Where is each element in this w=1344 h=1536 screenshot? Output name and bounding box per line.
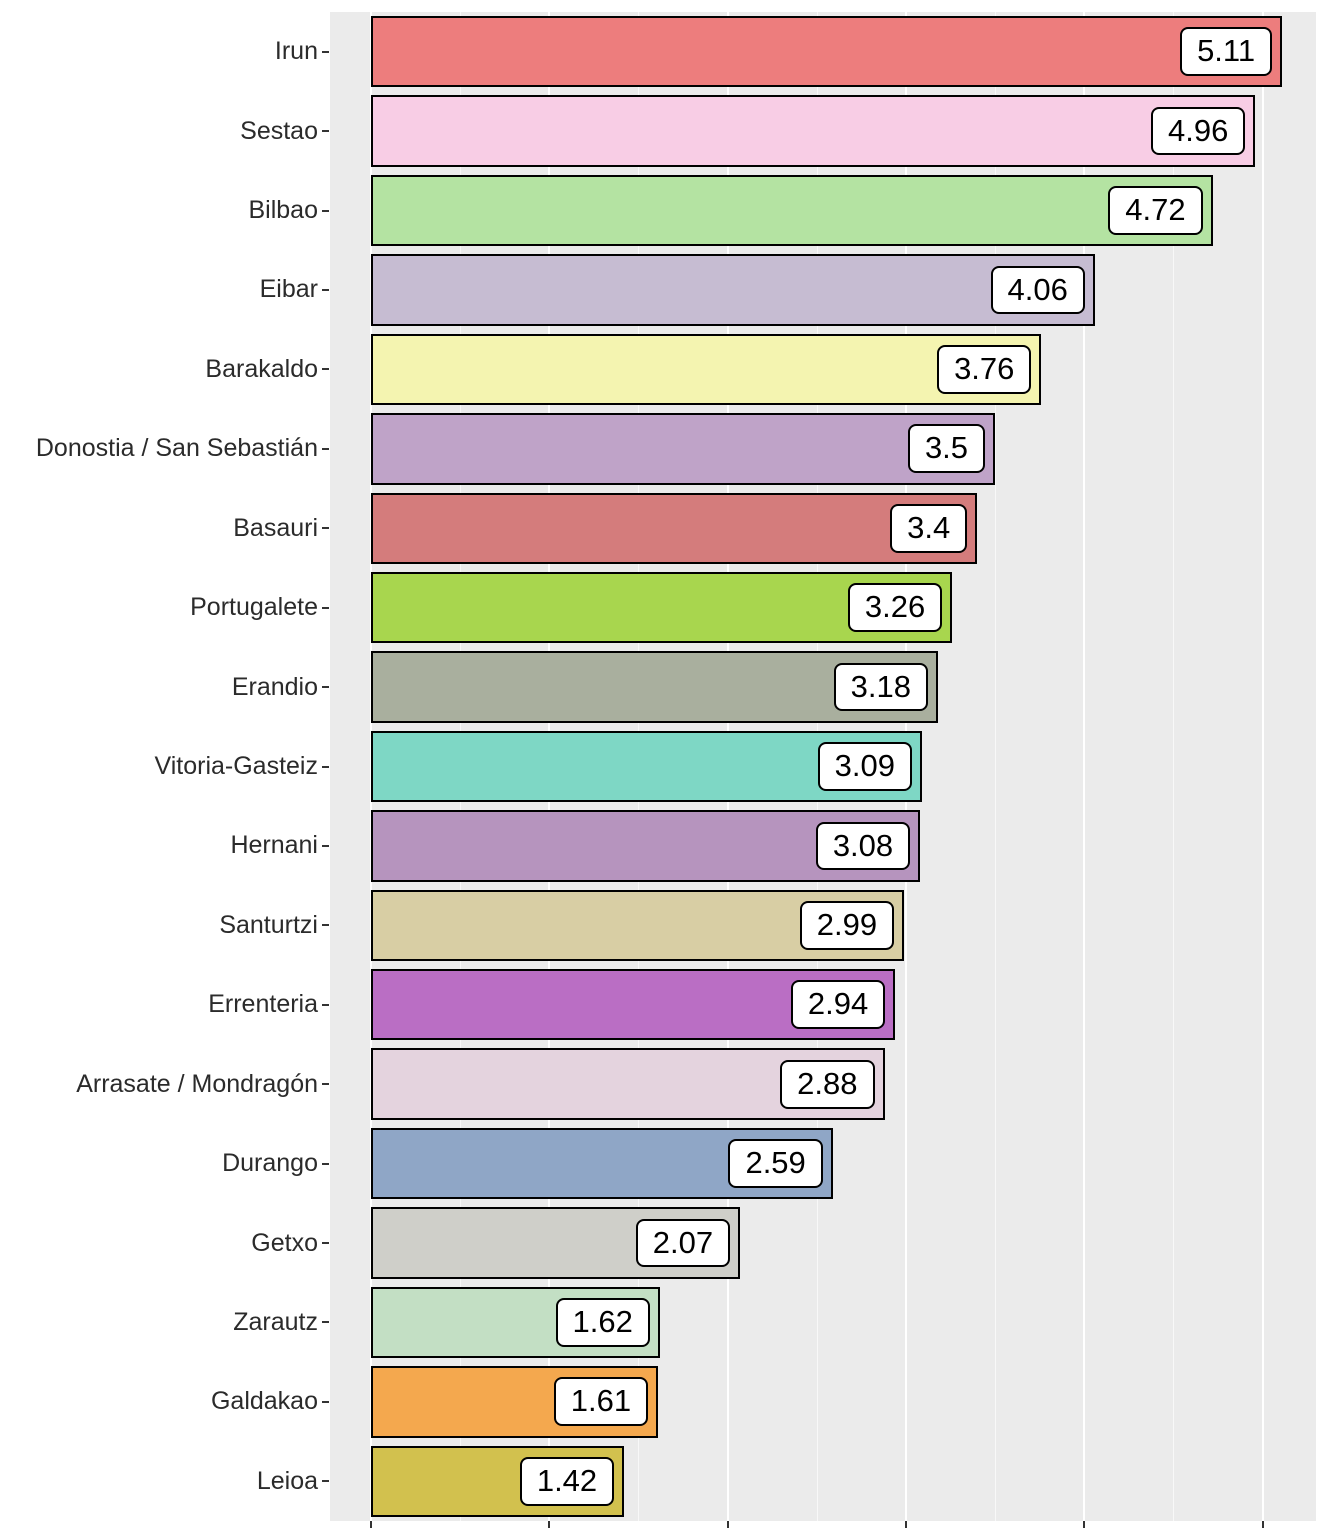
- x-axis-tick: [1261, 1521, 1264, 1528]
- bar-value-label: 1.61: [553, 1377, 649, 1427]
- y-axis-tick: [322, 844, 329, 847]
- bar-irun: 5.11: [371, 16, 1283, 88]
- bar-galdakao: 1.61: [371, 1366, 659, 1438]
- y-axis-tick: [322, 130, 329, 133]
- y-axis-tick: [322, 1003, 329, 1006]
- gridline-minor: [1173, 12, 1175, 1521]
- bar-value-label: 3.08: [815, 821, 911, 871]
- y-axis-tick: [322, 765, 329, 768]
- y-axis-label: Donostia / San Sebastián: [35, 434, 318, 463]
- y-axis-label: Vitoria-Gasteiz: [154, 751, 319, 780]
- y-axis: Irun Sestao Bilbao Eibar Barakaldo Donostia /…: [0, 12, 318, 1521]
- bar-durango: 2.59: [371, 1127, 833, 1200]
- y-axis-label: Errenteria: [208, 990, 318, 1019]
- y-axis-label: Bilbao: [248, 196, 319, 225]
- bar-value-label: 5.11: [1180, 27, 1273, 77]
- bar-value-label: 3.26: [847, 583, 943, 633]
- bar-value-label: 1.62: [555, 1298, 650, 1347]
- bar-leioa: 1.42: [371, 1445, 625, 1517]
- x-axis-tick: [726, 1521, 729, 1528]
- y-axis-tick: [322, 50, 329, 53]
- bar-getxo: 2.07: [371, 1207, 741, 1279]
- gridline-major: [1083, 12, 1086, 1521]
- y-axis-label: Basauri: [233, 513, 318, 542]
- y-axis-tick: [322, 527, 329, 530]
- gridline-major: [1261, 12, 1264, 1521]
- bar-value-label: 2.94: [790, 980, 886, 1030]
- bar-value-label: 2.99: [799, 900, 895, 950]
- bar-value-label: 2.59: [728, 1139, 823, 1188]
- y-axis-label: Zarautz: [233, 1307, 318, 1336]
- y-axis-tick: [322, 1242, 329, 1245]
- bar-value-label: 2.88: [780, 1059, 875, 1109]
- bar-eibar: 4.06: [371, 254, 1095, 326]
- y-axis-label: Eibar: [259, 275, 318, 304]
- bar-barakaldo: 3.76: [371, 333, 1042, 406]
- bar-value-label: 4.06: [990, 265, 1085, 315]
- y-axis-label: Irun: [274, 37, 318, 66]
- bar-errenteria: 2.94: [371, 969, 896, 1041]
- y-axis-label: Barakaldo: [205, 354, 318, 383]
- y-axis-tick: [322, 606, 329, 609]
- bar-santurtzi: 2.99: [371, 889, 905, 962]
- bar-donostia-san-sebasti-n: 3.5: [371, 413, 996, 485]
- bar-erandio: 3.18: [371, 651, 938, 723]
- bar-vitoria-gasteiz: 3.09: [371, 730, 922, 803]
- bar-basauri: 3.4: [371, 492, 978, 564]
- bar-value-label: 3.4: [890, 503, 968, 553]
- y-axis-tick: [322, 1480, 329, 1483]
- y-axis-tick: [322, 1083, 329, 1086]
- y-axis-label: Hernani: [230, 831, 318, 860]
- y-axis-tick: [322, 1162, 329, 1165]
- y-axis-label: Arrasate / Mondragón: [76, 1069, 318, 1098]
- y-axis-tick: [322, 1321, 329, 1324]
- y-axis-tick: [322, 209, 329, 212]
- bar-arrasate-mondrag-n: 2.88: [371, 1048, 885, 1120]
- bar-portugalete: 3.26: [371, 571, 953, 644]
- y-axis-label: Portugalete: [190, 593, 318, 622]
- bar-value-label: 2.07: [635, 1218, 731, 1268]
- bar-value-label: 4.72: [1108, 186, 1203, 235]
- y-axis-tick: [322, 447, 329, 450]
- y-axis-label: Sestao: [240, 116, 318, 145]
- bar-sestao: 4.96: [371, 95, 1256, 167]
- y-axis-tick: [322, 924, 329, 927]
- x-axis-tick: [904, 1521, 907, 1528]
- gridline-minor: [995, 12, 997, 1521]
- bar-hernani: 3.08: [371, 810, 921, 882]
- bar-zarautz: 1.62: [371, 1286, 660, 1359]
- y-axis-tick: [322, 686, 329, 689]
- bar-value-label: 3.18: [833, 662, 928, 712]
- y-axis-label: Durango: [222, 1149, 318, 1178]
- y-axis-label: Erandio: [231, 672, 318, 701]
- bar-value-label: 4.96: [1151, 106, 1246, 156]
- y-axis-tick: [322, 1400, 329, 1403]
- y-axis-label: Galdakao: [210, 1387, 318, 1416]
- plot-panel: 5.11 4.96 4.72 4.06 3.76 3.5 3.4 3.26 3.18 3.09 3.…: [330, 12, 1316, 1521]
- x-axis-tick: [1083, 1521, 1086, 1528]
- y-axis-label: Santurtzi: [219, 910, 318, 939]
- y-axis-label: Getxo: [251, 1228, 318, 1257]
- y-axis-label: Leioa: [256, 1466, 318, 1495]
- bar-value-label: 3.09: [817, 742, 912, 791]
- bar-value-label: 1.42: [519, 1456, 615, 1506]
- y-axis-tick: [322, 368, 329, 371]
- bar-bilbao: 4.72: [371, 174, 1213, 247]
- y-axis-tick: [322, 288, 329, 291]
- bar-value-label: 3.76: [937, 345, 1032, 394]
- x-axis-tick: [548, 1521, 551, 1528]
- bar-value-label: 3.5: [907, 424, 986, 474]
- x-axis-tick: [370, 1521, 372, 1528]
